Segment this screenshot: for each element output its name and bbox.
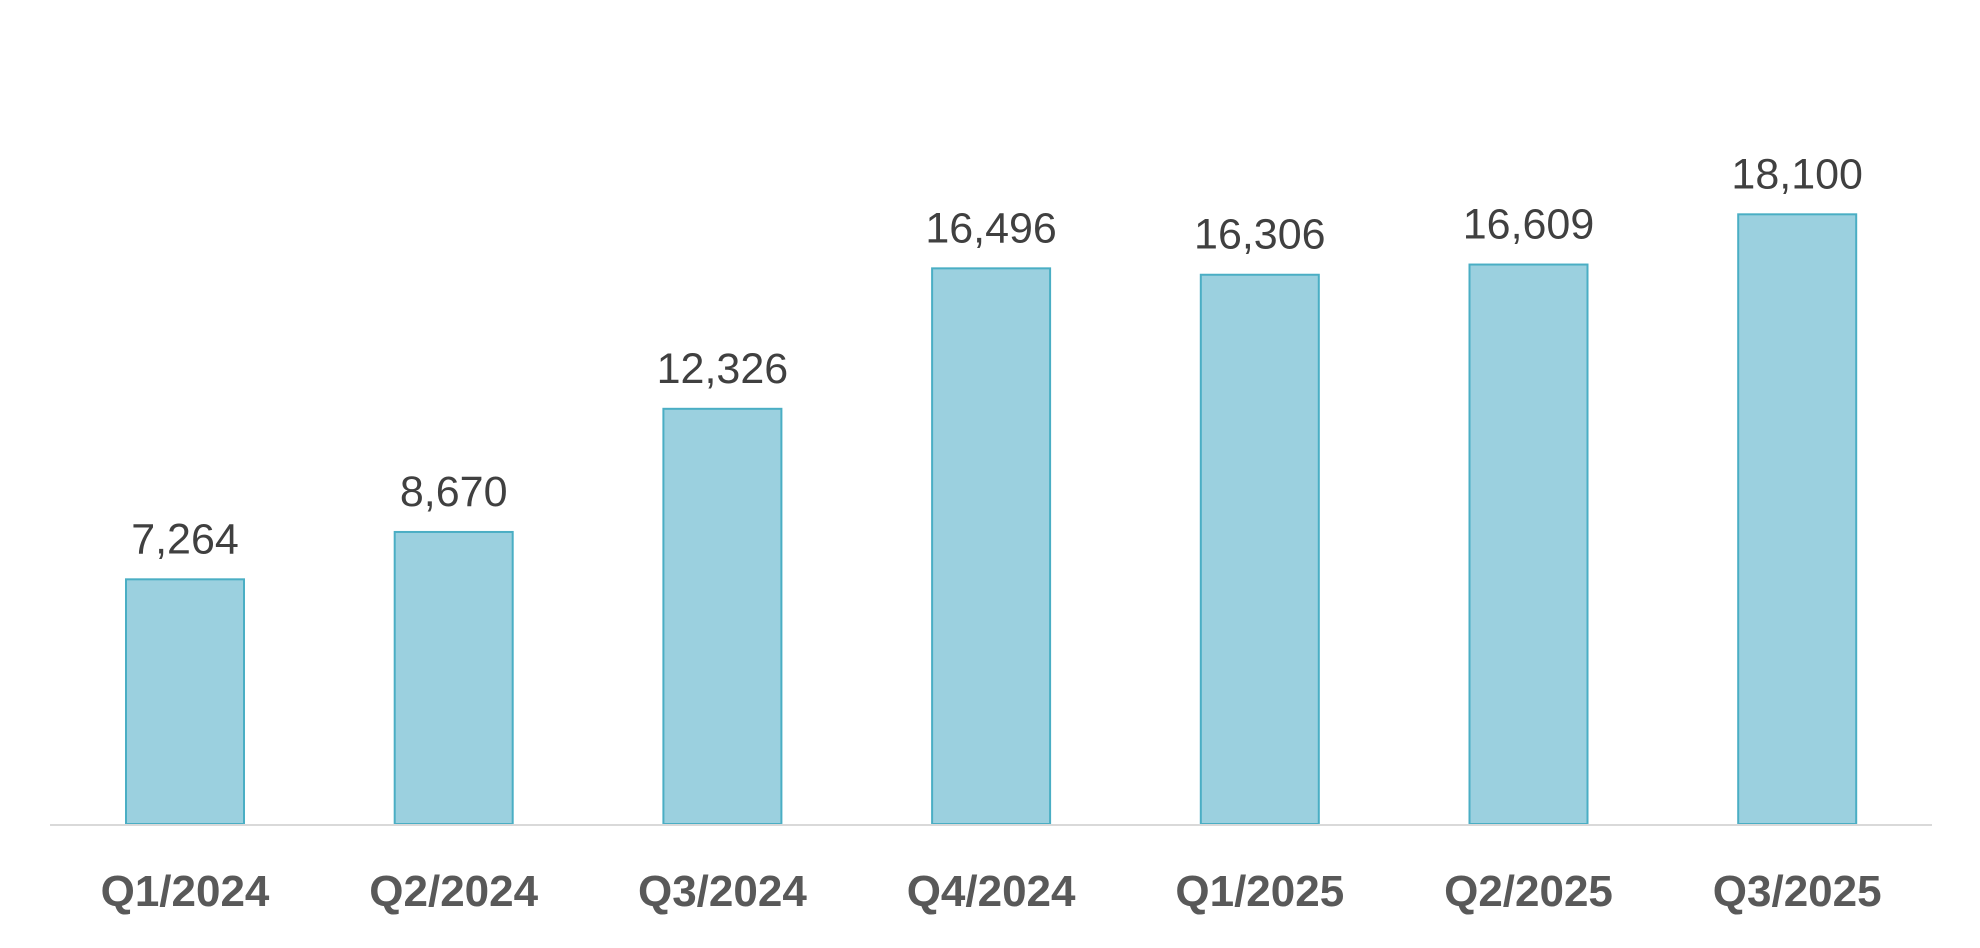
bar-q1-2025 (1199, 273, 1320, 826)
data-label-q1-2024: 7,264 (131, 515, 239, 563)
data-label-q4-2024: 16,496 (925, 204, 1057, 252)
value-labels-layer: 7,264 8,670 12,326 16,496 16,306 16,609 18,100 (131, 150, 1863, 563)
x-tick-label-q2-2024: Q2/2024 (369, 867, 538, 916)
category-labels-layer: Q1/2024 Q2/2024 Q3/2024 Q4/2024 Q1/2025 Q2/20… (101, 867, 1882, 916)
data-label-q1-2025: 16,306 (1194, 211, 1326, 259)
x-tick-label-q3-2024: Q3/2024 (638, 867, 807, 916)
data-label-q2-2024: 8,670 (400, 468, 508, 516)
data-label-q3-2025: 18,100 (1731, 150, 1863, 198)
bar-q1-2024 (125, 578, 245, 825)
bar-q4-2024 (931, 267, 1052, 825)
data-label-q3-2024: 12,326 (657, 345, 789, 393)
data-label-q2-2025: 16,609 (1463, 201, 1595, 249)
x-tick-label-q1-2025: Q1/2025 (1175, 867, 1344, 916)
x-tick-label-q4-2024: Q4/2024 (907, 867, 1076, 916)
bar-q3-2024 (662, 407, 783, 825)
x-tick-label-q3-2025: Q3/2025 (1713, 867, 1882, 916)
bar-q2-2025 (1468, 263, 1589, 825)
x-tick-label-q2-2025: Q2/2025 (1444, 867, 1613, 916)
bar-q2-2024 (393, 530, 514, 825)
bar-q3-2025 (1737, 213, 1858, 825)
x-tick-label-q1-2024: Q1/2024 (101, 867, 270, 916)
bars-layer (125, 213, 1858, 826)
